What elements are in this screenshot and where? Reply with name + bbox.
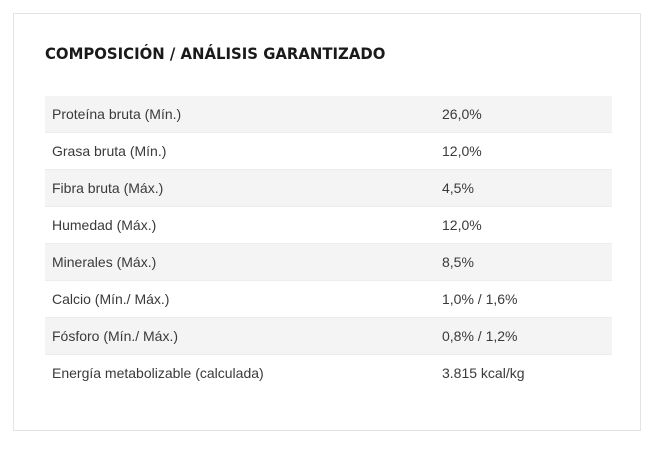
row-value: 12,0% — [442, 143, 482, 159]
analysis-table: Proteína bruta (Mín.) 26,0% Grasa bruta … — [45, 96, 612, 391]
row-value: 1,0% / 1,6% — [442, 291, 518, 307]
composition-card: COMPOSICIÓN / ANÁLISIS GARANTIZADO Prote… — [13, 13, 641, 431]
row-value: 4,5% — [442, 180, 474, 196]
row-label: Fibra bruta (Máx.) — [52, 180, 164, 196]
row-value: 8,5% — [442, 254, 474, 270]
row-label: Humedad (Máx.) — [52, 217, 157, 233]
row-value: 12,0% — [442, 217, 482, 233]
table-row: Fósforo (Mín./ Máx.) 0,8% / 1,2% — [45, 318, 612, 355]
table-row: Fibra bruta (Máx.) 4,5% — [45, 170, 612, 207]
section-title: COMPOSICIÓN / ANÁLISIS GARANTIZADO — [45, 44, 386, 63]
table-row: Minerales (Máx.) 8,5% — [45, 244, 612, 281]
row-value: 3.815 kcal/kg — [442, 365, 525, 381]
table-row: Energía metabolizable (calculada) 3.815 … — [45, 355, 612, 391]
row-value: 0,8% / 1,2% — [442, 328, 518, 344]
row-label: Grasa bruta (Mín.) — [52, 143, 167, 159]
row-label: Calcio (Mín./ Máx.) — [52, 291, 170, 307]
table-row: Grasa bruta (Mín.) 12,0% — [45, 133, 612, 170]
row-label: Proteína bruta (Mín.) — [52, 106, 182, 122]
row-label: Fósforo (Mín./ Máx.) — [52, 328, 179, 344]
row-label: Energía metabolizable (calculada) — [52, 365, 264, 381]
row-label: Minerales (Máx.) — [52, 254, 157, 270]
table-row: Calcio (Mín./ Máx.) 1,0% / 1,6% — [45, 281, 612, 318]
table-row: Proteína bruta (Mín.) 26,0% — [45, 96, 612, 133]
row-value: 26,0% — [442, 106, 482, 122]
table-row: Humedad (Máx.) 12,0% — [45, 207, 612, 244]
